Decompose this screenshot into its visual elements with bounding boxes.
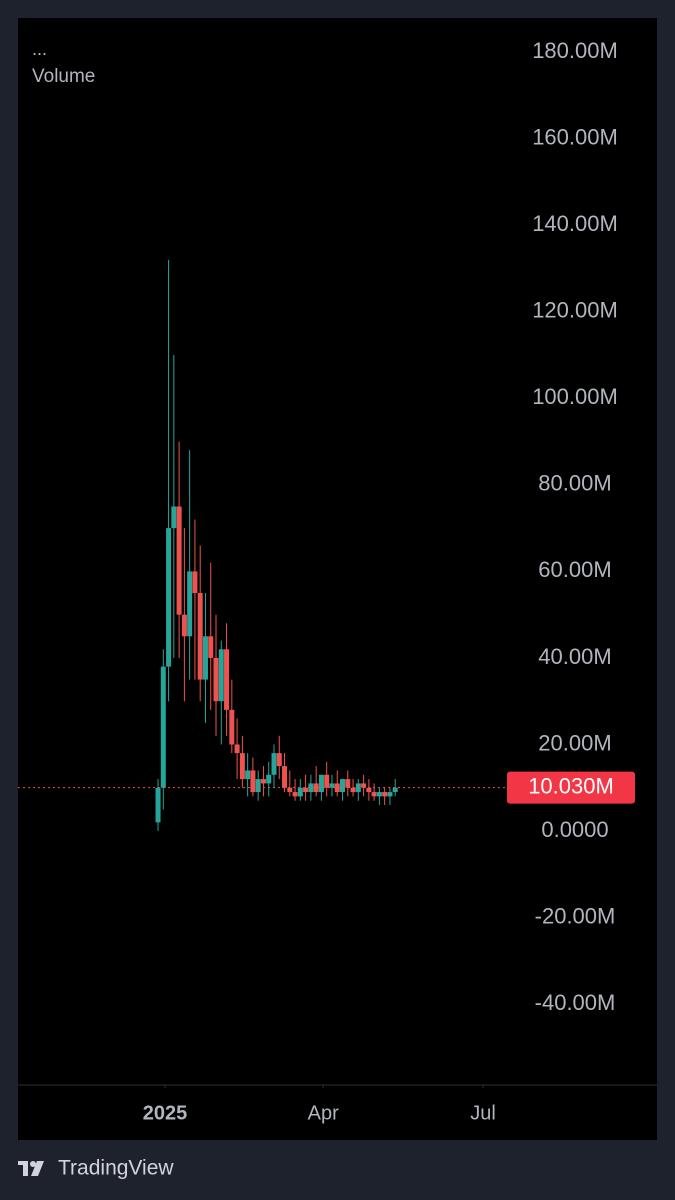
candle-body bbox=[345, 779, 351, 788]
candle-body bbox=[181, 614, 187, 637]
candle-body bbox=[245, 770, 251, 780]
footer-brand: TradingView bbox=[58, 1157, 174, 1180]
candle-body bbox=[303, 787, 309, 793]
logo-shape bbox=[23, 1161, 28, 1176]
candle-body bbox=[392, 787, 398, 793]
logo[interactable]: TradingView bbox=[18, 1157, 174, 1180]
y-tick-label: 140.00M bbox=[532, 211, 618, 236]
x-tick-label: Jul bbox=[470, 1102, 496, 1124]
candle-body bbox=[340, 779, 346, 793]
chart-title: Volume bbox=[32, 66, 95, 87]
y-tick-label: 120.00M bbox=[532, 298, 618, 323]
candle-body bbox=[376, 792, 382, 797]
candle-body bbox=[371, 792, 377, 797]
x-tick-label: Apr bbox=[308, 1102, 339, 1124]
y-tick-label: 160.00M bbox=[532, 125, 618, 150]
candle-body bbox=[382, 792, 388, 797]
candle-body bbox=[229, 709, 235, 745]
candle-body bbox=[166, 528, 172, 667]
candle-body bbox=[192, 571, 198, 594]
y-tick-label: -40.00M bbox=[535, 990, 616, 1015]
y-tick-label: 40.00M bbox=[538, 644, 611, 669]
candle-body bbox=[218, 649, 224, 702]
candle-body bbox=[171, 506, 177, 529]
candle-body bbox=[187, 571, 193, 637]
candle-body bbox=[155, 787, 161, 823]
candle-body bbox=[250, 770, 256, 793]
candle-body bbox=[255, 779, 261, 793]
candle-body bbox=[276, 753, 282, 767]
candle-body bbox=[361, 783, 367, 788]
last-value-label: 10.030M bbox=[528, 773, 614, 798]
y-tick-label: 80.00M bbox=[538, 471, 611, 496]
candle-body bbox=[297, 787, 303, 797]
candle-body bbox=[308, 783, 314, 793]
candle-body bbox=[287, 787, 293, 793]
logo-shape bbox=[31, 1161, 44, 1176]
logo-shape bbox=[30, 1161, 36, 1167]
candle-body bbox=[239, 753, 245, 780]
candle-body bbox=[224, 649, 230, 710]
y-tick-label: 100.00M bbox=[532, 384, 618, 409]
y-tick-label: 60.00M bbox=[538, 557, 611, 582]
candle-body bbox=[313, 783, 319, 793]
candle-body bbox=[234, 744, 240, 754]
y-tick-label: -20.00M bbox=[535, 903, 616, 928]
y-tick-label: 0.0000 bbox=[541, 817, 608, 842]
chart-panel bbox=[18, 18, 657, 1140]
candle-body bbox=[197, 593, 203, 680]
candle-body bbox=[271, 753, 277, 775]
candle-body bbox=[350, 787, 356, 793]
candle-body bbox=[160, 666, 166, 788]
candle-body bbox=[387, 792, 393, 797]
candle-body bbox=[292, 792, 298, 797]
candle-body bbox=[202, 636, 208, 680]
candle-body bbox=[213, 657, 219, 702]
candle-body bbox=[176, 506, 182, 615]
y-tick-label: 20.00M bbox=[538, 730, 611, 755]
candle-body bbox=[334, 783, 340, 793]
candle-body bbox=[266, 774, 272, 784]
y-tick-label: 180.00M bbox=[532, 38, 618, 63]
candle-body bbox=[329, 783, 335, 788]
chart-subtitle: ... bbox=[32, 39, 47, 59]
candle-body bbox=[324, 774, 330, 788]
candle-body bbox=[260, 779, 266, 784]
candle-body bbox=[282, 766, 288, 788]
x-tick-label: 2025 bbox=[143, 1102, 188, 1124]
candle-body bbox=[318, 774, 324, 793]
candle-body bbox=[208, 636, 214, 658]
last-value-badge bbox=[507, 771, 635, 804]
candle-body bbox=[366, 787, 372, 793]
